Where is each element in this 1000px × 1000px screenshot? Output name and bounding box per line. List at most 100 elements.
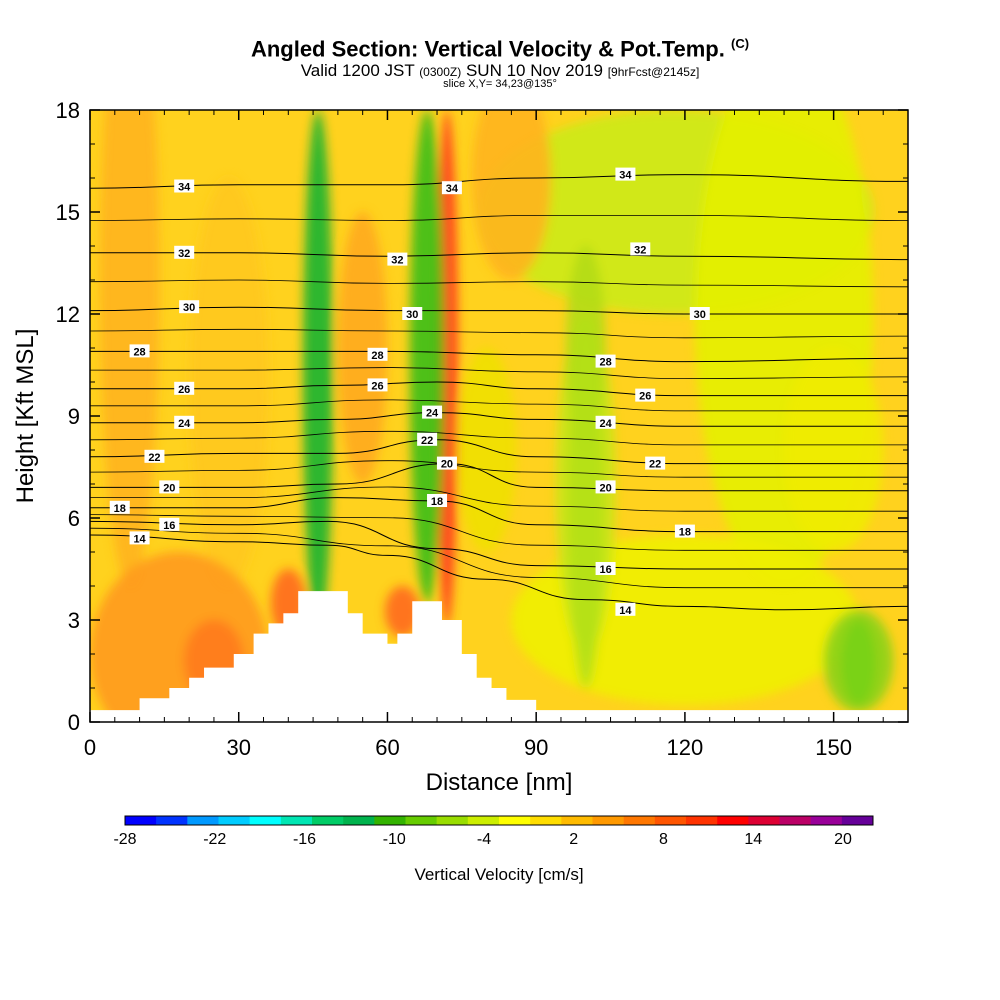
contour-label: 18	[679, 527, 691, 539]
valid-zulu: (0300Z)	[419, 65, 462, 79]
contour-label-bg	[159, 480, 180, 494]
contour-label: 30	[694, 309, 706, 321]
contour-label: 24	[599, 418, 612, 430]
contour-label-bg	[174, 245, 195, 259]
theta-contour-30	[90, 306, 908, 315]
x-tick-label: 150	[815, 735, 852, 760]
contour-label: 26	[178, 384, 190, 396]
colorbar-swatch	[779, 816, 811, 825]
contour-label-group: 24	[174, 415, 195, 430]
contour-label-group: 26	[635, 388, 656, 403]
y-tick-label: 0	[68, 710, 80, 735]
velocity-field	[90, 110, 908, 722]
colorbar-title: Vertical Velocity [cm/s]	[414, 865, 583, 884]
colorbar-swatch	[810, 816, 843, 825]
contour-label-group: 32	[630, 242, 651, 256]
velocity-blob-13	[456, 348, 517, 552]
contour-label-group: 24	[595, 415, 616, 430]
contour-label-group: 30	[179, 300, 200, 314]
colorbar-tick-label: -4	[477, 831, 491, 848]
colorbar-tick-label: 14	[744, 831, 762, 848]
contour-label-bg	[174, 179, 195, 193]
contour-label-group: 18	[427, 494, 448, 508]
valid-prefix: Valid 1200 JST	[300, 61, 415, 80]
contour-label: 18	[114, 503, 126, 515]
valid-fcst: [9hrFcst@2145z]	[607, 65, 700, 79]
y-tick-label: 3	[68, 608, 80, 633]
contour-label: 32	[634, 244, 646, 256]
contour-label-group: 28	[367, 347, 388, 362]
colorbar-swatch	[187, 816, 219, 825]
y-tick-label: 6	[68, 506, 80, 531]
contour-label-bg	[367, 347, 388, 361]
contour-label: 26	[639, 391, 651, 403]
contour-label-group: 30	[402, 307, 423, 321]
valid-date: SUN 10 Nov 2019	[465, 61, 603, 80]
contour-label: 18	[431, 496, 443, 508]
contour-label-bg	[144, 449, 165, 463]
x-tick-label: 0	[84, 735, 96, 760]
contour-label: 16	[599, 564, 611, 576]
contour-label-bg	[674, 524, 695, 538]
velocity-blob-19	[568, 314, 604, 688]
contour-label-group: 16	[595, 562, 616, 576]
contour-label-group: 18	[674, 524, 695, 539]
contour-label-bg	[645, 456, 666, 470]
contour-label: 22	[649, 459, 661, 471]
contour-label-group: 20	[159, 480, 180, 494]
theta-contour-minor	[90, 430, 908, 446]
theta-contour-minor	[90, 328, 908, 339]
theta-contour-minor	[90, 486, 908, 512]
contour-labels: 34 34 34 32 32 32 30 30 30 28 28 28 26 26 26 24 24 24 22 22…	[109, 167, 710, 617]
contour-label-bg	[174, 415, 195, 429]
velocity-blob-20	[841, 620, 876, 705]
contour-label-bg	[595, 562, 616, 575]
velocity-blob-15	[303, 110, 333, 637]
slice-info: slice X,Y= 34,23@135°	[443, 78, 557, 90]
contour-label-bg	[367, 378, 388, 392]
theta-contour-minor	[90, 460, 908, 478]
contour-label: 34	[446, 183, 459, 195]
contour-label-group: 22	[645, 456, 666, 471]
contour-label-group: 22	[417, 432, 438, 447]
velocity-blob-16	[409, 110, 445, 603]
contour-label-group: 18	[109, 500, 130, 515]
contour-label-group: 14	[615, 602, 636, 617]
velocity-blob-0	[99, 110, 160, 586]
y-axis: 0 3 6 9 12 15 18	[56, 98, 908, 735]
colorbar-swatch	[249, 816, 282, 825]
y-tick-label: 12	[56, 302, 80, 327]
contour-label-group: 34	[441, 181, 462, 195]
theta-contour-minor	[90, 399, 908, 412]
contour-label: 30	[183, 302, 195, 314]
contour-label: 24	[178, 418, 191, 430]
x-axis: 0 30 60 90 120 150	[84, 110, 884, 760]
contour-label-bg	[109, 500, 130, 514]
colorbar-tick-label: -28	[113, 831, 136, 848]
x-axis-title: Distance [nm]	[426, 769, 573, 796]
colorbar-swatch	[312, 816, 344, 825]
contour-label: 30	[406, 309, 418, 321]
theta-contour-22	[90, 439, 908, 465]
chart-title-copyright: (C)	[731, 36, 750, 51]
theta-contours	[90, 174, 908, 611]
colorbar-swatch	[156, 816, 188, 825]
x-tick-label: 90	[524, 735, 548, 760]
colorbar-swatch	[125, 816, 157, 825]
velocity-blob-12	[337, 212, 388, 484]
contour-label-bg	[630, 242, 651, 256]
colorbar-tick-label: -16	[293, 831, 316, 848]
velocity-blob-11	[784, 348, 884, 552]
theta-contour-minor	[90, 514, 908, 551]
contour-label-group: 30	[689, 307, 710, 321]
contour-label-bg	[427, 494, 448, 507]
contour-label: 16	[163, 520, 175, 532]
contour-label: 24	[426, 408, 439, 420]
colorbar-swatch	[717, 816, 749, 825]
colorbar-tick-label: -22	[203, 831, 226, 848]
contour-label-bg	[595, 480, 616, 494]
colorbar-tick-label: 8	[659, 831, 668, 848]
contour-label: 20	[599, 482, 611, 494]
colorbar-swatch	[561, 816, 593, 825]
contour-label: 22	[148, 452, 160, 464]
